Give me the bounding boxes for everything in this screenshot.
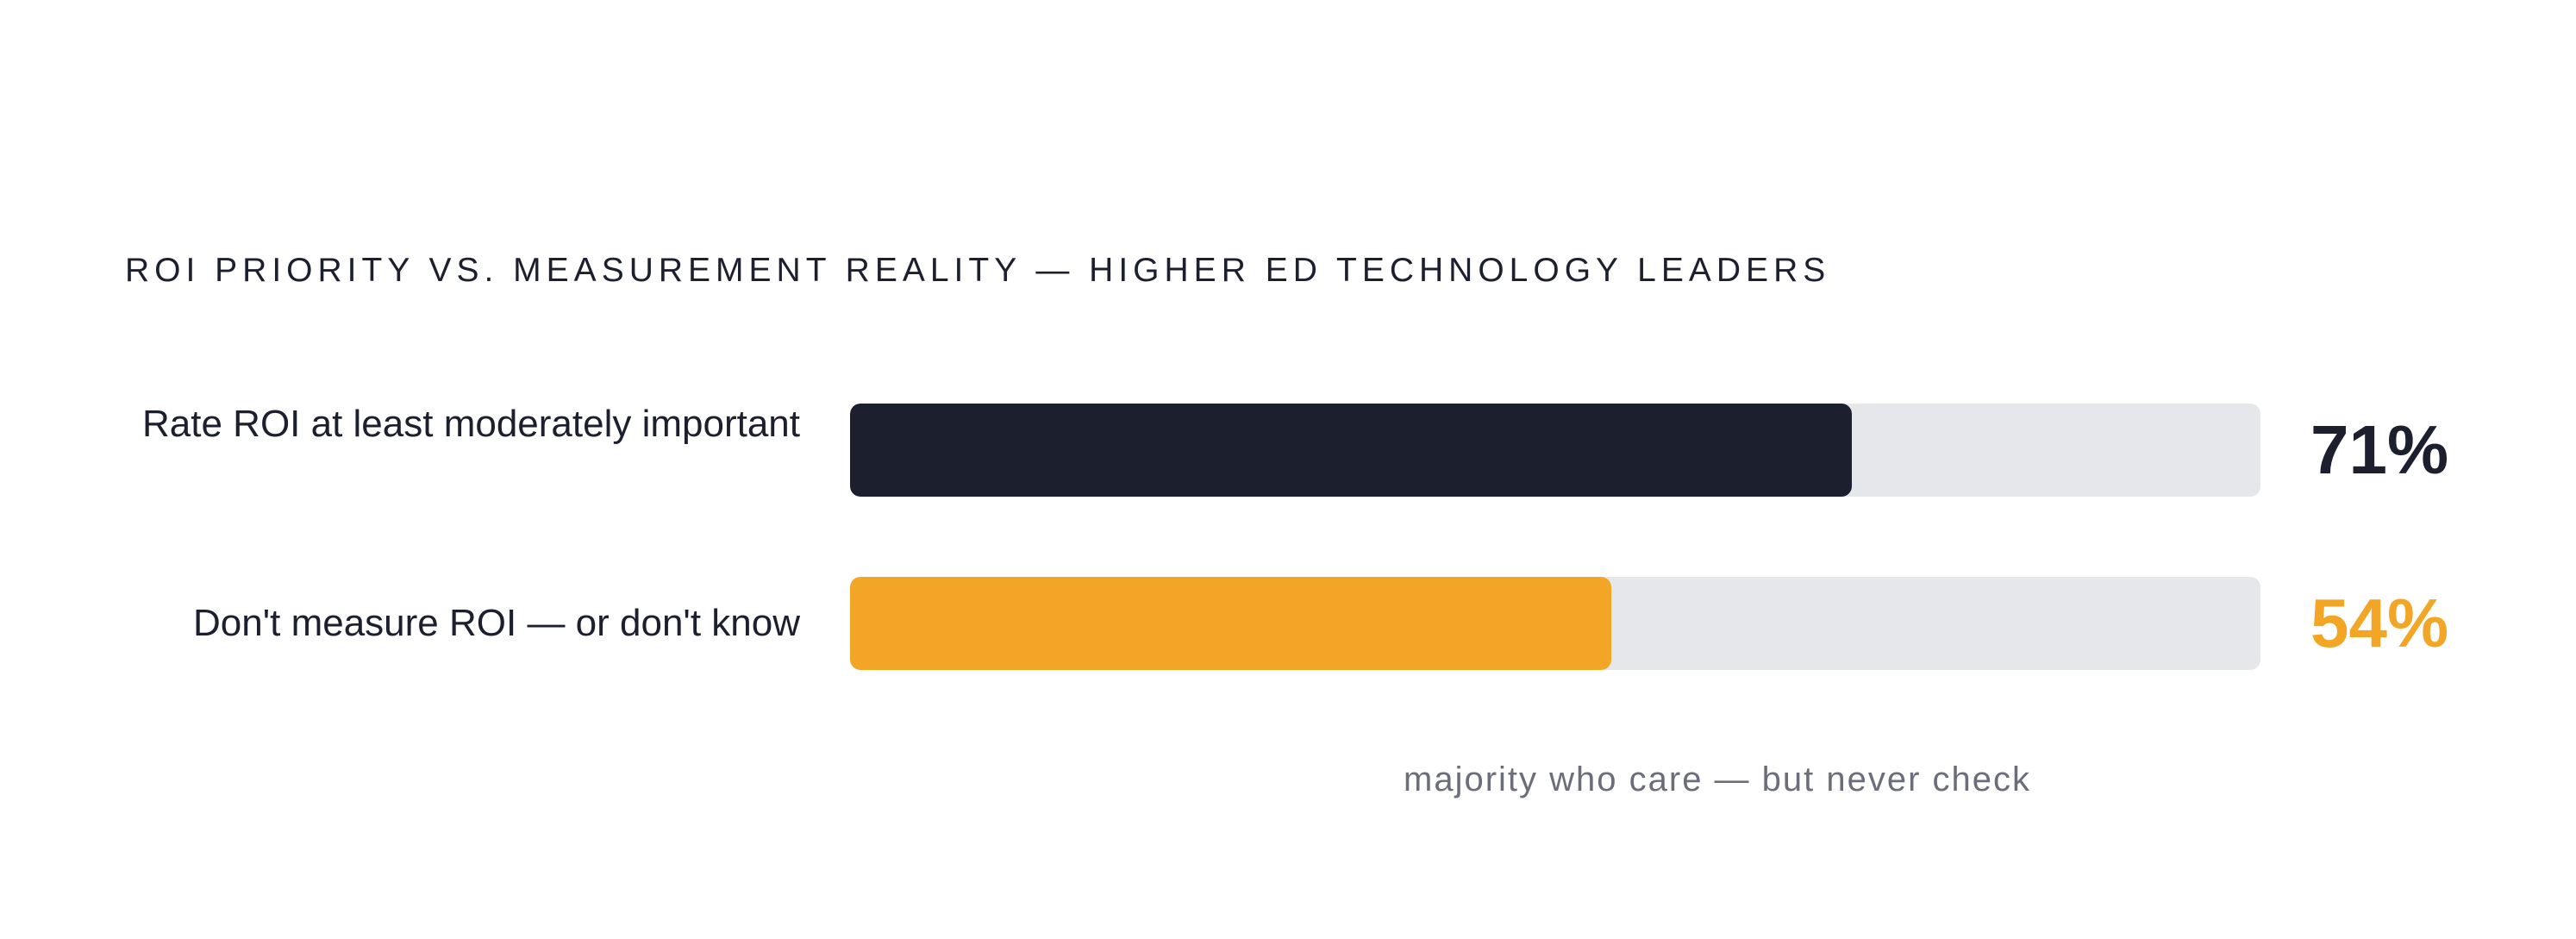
bar-fill-roi-measurement: [850, 577, 1612, 670]
bar-row-roi-importance: Rate ROI at least moderately important 7…: [0, 403, 2576, 497]
bar-value-roi-measurement: 54%: [2310, 585, 2449, 661]
bar-label-roi-measurement: Don't measure ROI — or don't know: [193, 602, 800, 644]
chart-title: ROI PRIORITY VS. MEASUREMENT REALITY — H…: [125, 252, 1831, 289]
bar-track-roi-measurement: [850, 577, 2260, 670]
bar-fill-roi-importance: [850, 404, 1852, 497]
bar-label-roi-importance: Rate ROI at least moderately important: [142, 403, 800, 445]
bar-row-roi-measurement: Don't measure ROI — or don't know 54%: [0, 577, 2576, 670]
chart-annotation: majority who care — but never check: [1404, 761, 2032, 798]
bar-value-roi-importance: 71%: [2310, 411, 2449, 488]
bar-track-roi-importance: [850, 404, 2260, 497]
